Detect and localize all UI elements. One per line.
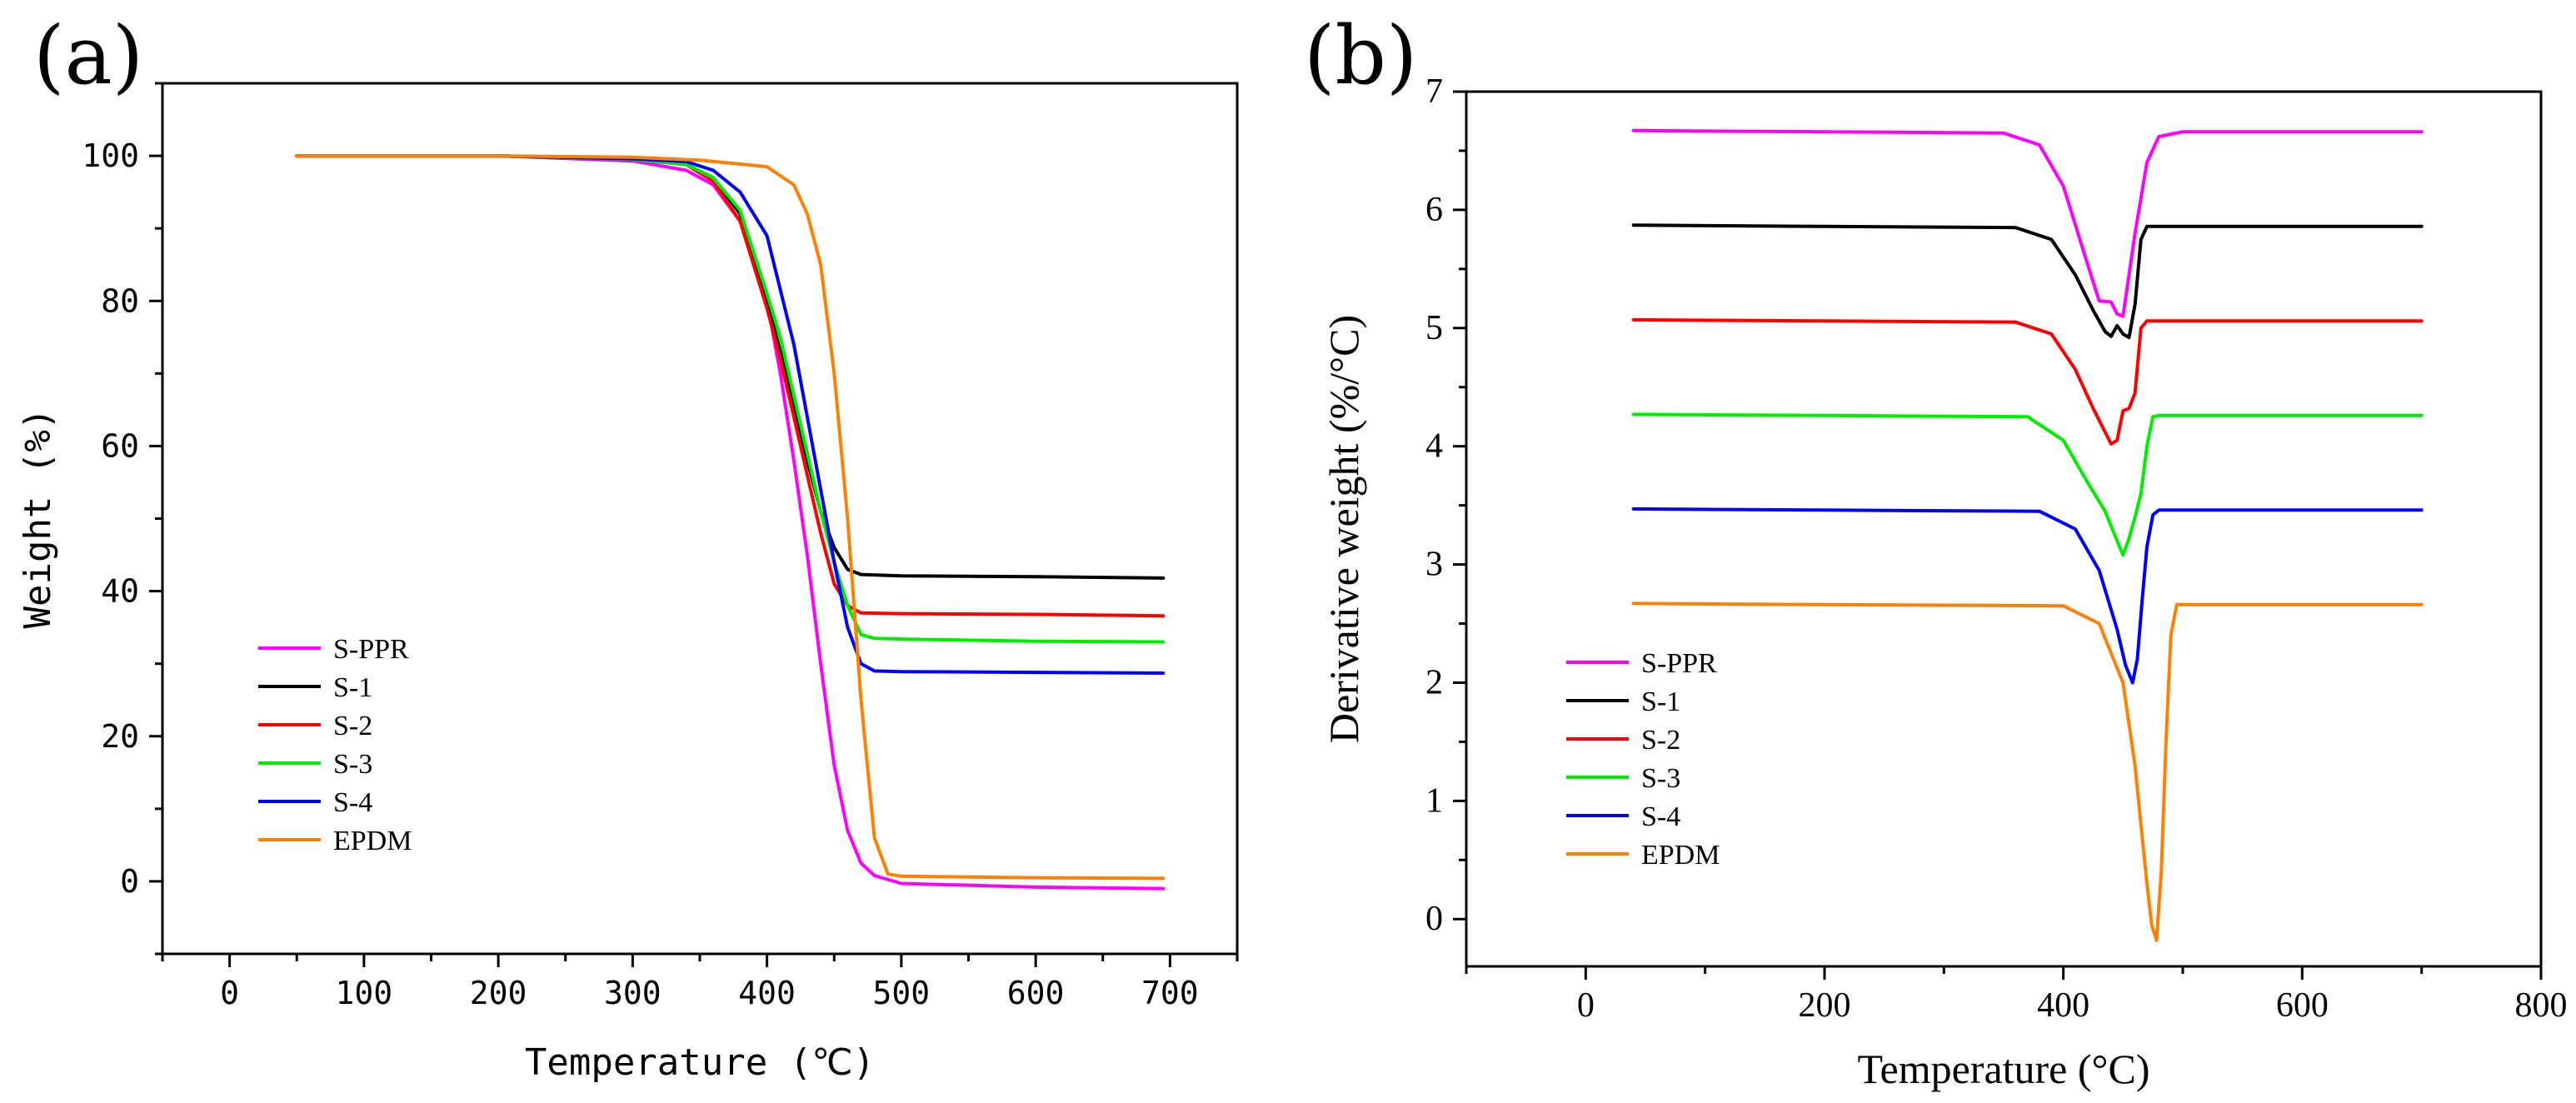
x-tick-label-a: 600 [1007,975,1065,1011]
legend-label-a-epdm: EPDM [333,826,412,856]
legend-label-b-s-1: S-1 [1641,686,1680,717]
x-tick-label-b: 600 [2276,986,2329,1025]
y-tick-label-a: 20 [101,718,139,755]
x-tick-label-a: 100 [336,975,393,1011]
x-ticks-a: 0 100 200 300 400 500 600 700 [161,954,1239,1011]
y-tick-label-a: 0 [120,863,139,900]
series-line-a-s-3 [295,154,1166,644]
x-tick-label-a: 700 [1141,975,1199,1011]
legend-label-b-s-4: S-4 [1641,801,1680,832]
x-tick-label-b: 800 [2515,986,2568,1025]
y-tick-label-b: 3 [1425,546,1443,584]
series-a [295,154,1166,891]
legend-label-a-s-2: S-2 [333,711,372,741]
series-line-a-s-2 [295,154,1166,618]
panel-label-a: (a) [33,9,143,102]
axes-a [161,82,1239,956]
y-ticks-b: 0 1 2 3 4 5 6 7 [1425,72,1466,938]
x-tick-label-b: 400 [2037,986,2089,1025]
x-axis-title-b: Temperature (°C) [1857,1046,2149,1092]
legend-label-a-s-ppr: S-PPR [333,634,409,665]
plot-frame-a [161,82,1239,956]
y-tick-label-b: 4 [1425,427,1443,466]
series-line-b-s-ppr [1631,128,2424,318]
x-tick-label-a: 500 [873,975,931,1011]
x-tick-label-a: 200 [470,975,527,1011]
series-line-b-s-3 [1631,412,2424,557]
x-axis-title-a: Temperature (℃) [525,1041,875,1084]
series-line-b-s-2 [1631,317,2424,446]
legend-b: S-PPR S-1 S-2 S-3 S-4 EPDM [1566,648,1720,871]
legend-label-b-s-3: S-3 [1641,763,1680,794]
series-line-a-epdm [295,154,1166,881]
y-tick-label-b: 1 [1425,781,1443,820]
chart-a: (a) 0 100 200 300 400 500 600 700 020406080100 … [17,9,1239,1084]
series-line-a-s-ppr [295,154,1166,891]
legend-label-b-epdm: EPDM [1641,840,1720,871]
series-line-b-s-4 [1631,507,2424,685]
y-tick-label-a: 60 [101,427,139,464]
plot-frame-b [1465,90,2543,968]
legend-a: S-PPR S-1 S-2 S-3 S-4 EPDM [258,634,412,856]
series-line-a-s-1 [295,154,1166,580]
axes-b [1465,90,2543,968]
legend-label-a-s-4: S-4 [333,787,372,818]
x-tick-label-a: 300 [604,975,661,1011]
y-tick-label-b: 7 [1425,72,1443,111]
y-ticks-a: 0 20 40 60 80 100 [82,82,162,956]
y-tick-label-b: 6 [1425,191,1443,229]
y-tick-label-b: 5 [1425,309,1443,347]
x-tick-label-b: 0 [1577,986,1595,1025]
y-tick-label-a: 40 [101,573,139,610]
legend-label-a-s-3: S-3 [333,749,372,780]
x-tick-label-a: 0 [220,975,239,1011]
legend-label-a-s-1: S-1 [333,672,372,703]
series-line-b-epdm [1631,601,2424,942]
y-axis-title-a: Weight (%) [17,408,59,629]
x-ticks-b: 0 200 400 600 800 [1465,966,2568,1025]
series-b [1631,128,2424,942]
series-line-b-s-1 [1631,223,2424,340]
legend-label-b-s-2: S-2 [1641,725,1680,756]
chart-b: (b) 0 200 400 600 800 0 1 2 3 4 5 6 7 Temperature (… [1304,9,2568,1092]
y-tick-label-b: 2 [1425,663,1443,701]
x-tick-label-a: 400 [738,975,796,1011]
y-axis-title-b: Derivative weight (%/°C) [1320,315,1367,743]
panel-label-b: (b) [1304,9,1417,102]
legend-label-b-s-ppr: S-PPR [1641,648,1717,679]
series-line-a-s-4 [295,154,1166,675]
x-tick-label-b: 200 [1799,986,1851,1025]
y-tick-label-a: 100 [82,137,139,174]
y-tick-label-a: 80 [101,282,139,319]
y-tick-label-b: 0 [1425,900,1443,938]
